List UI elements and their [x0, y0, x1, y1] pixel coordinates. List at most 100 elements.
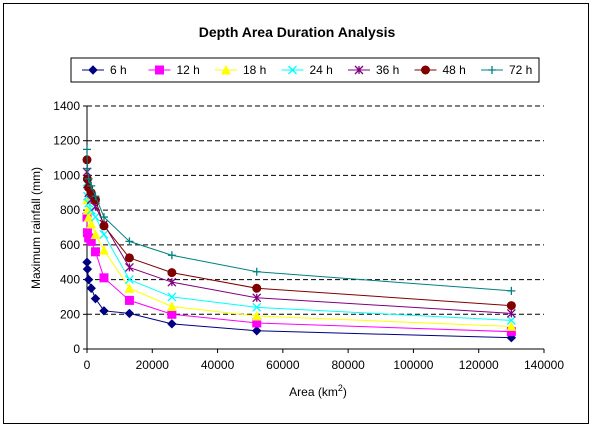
series-72h — [83, 145, 516, 295]
data-point — [99, 306, 109, 316]
data-point — [251, 310, 262, 321]
legend-marker — [88, 65, 98, 75]
x-axis-label-sup: 2 — [338, 383, 343, 393]
x-tick-label: 20000 — [136, 358, 170, 372]
data-point — [124, 308, 135, 319]
series-line — [86, 149, 512, 292]
series-line — [86, 159, 512, 307]
data-point — [125, 237, 134, 246]
data-point — [167, 277, 177, 287]
legend-item: 72 h — [481, 63, 532, 77]
legend-item: 12 h — [148, 63, 200, 77]
data-point — [86, 283, 96, 293]
legend-label: 24 h — [310, 63, 333, 77]
data-point — [167, 268, 177, 278]
data-point — [124, 283, 135, 293]
data-point — [252, 302, 262, 312]
legend-label: 6 h — [110, 63, 127, 77]
data-point — [252, 293, 262, 303]
series-6h — [82, 257, 517, 343]
gridlines — [87, 105, 544, 315]
series-layer — [82, 145, 517, 343]
legend-box — [70, 57, 540, 83]
data-point — [167, 301, 177, 311]
data-point — [90, 247, 100, 257]
x-tick-label: 40000 — [201, 358, 235, 372]
data-point — [252, 267, 261, 276]
data-point — [99, 213, 108, 222]
y-tick-label: 800 — [60, 203, 80, 217]
legend-marker — [288, 65, 297, 75]
y-tick-label: 200 — [60, 307, 80, 321]
data-point — [124, 253, 134, 263]
x-tick-label: 100000 — [393, 358, 433, 372]
legend-item: 48 h — [414, 63, 466, 77]
series-18h — [82, 194, 517, 331]
data-point — [124, 275, 134, 285]
data-point — [506, 308, 516, 318]
data-point — [84, 174, 93, 183]
legend-label: 72 h — [509, 63, 532, 77]
legend-marker — [421, 65, 430, 75]
data-point — [506, 301, 516, 311]
legend-label: 36 h — [376, 63, 399, 77]
data-point — [86, 218, 97, 229]
chart-title: Depth Area Duration Analysis — [199, 24, 396, 40]
series-line — [86, 262, 512, 339]
series-line — [86, 171, 512, 314]
x-tick-label: 140000 — [524, 358, 564, 372]
data-point — [506, 315, 516, 325]
x-tick-label: 60000 — [266, 358, 300, 372]
axes — [83, 105, 545, 353]
legend-label: 48 h — [443, 63, 466, 77]
data-point — [83, 274, 94, 285]
series-36h — [82, 167, 516, 318]
data-point — [83, 145, 91, 154]
legend-item: 6 h — [82, 63, 127, 77]
x-axis-label-close: ) — [343, 385, 347, 399]
legend-label: 18 h — [243, 63, 266, 77]
y-tick-label: 400 — [60, 273, 80, 287]
legend-marker — [221, 64, 231, 75]
x-axis-label: Area (km2) — [289, 383, 347, 399]
data-point — [83, 211, 94, 222]
data-point — [124, 295, 134, 305]
y-tick-label: 0 — [73, 342, 80, 356]
data-point — [252, 326, 262, 336]
data-point — [99, 273, 109, 283]
y-tick-label: 600 — [60, 238, 80, 252]
data-point — [167, 251, 176, 260]
data-point — [86, 236, 96, 246]
legend-marker — [354, 65, 364, 75]
data-point — [91, 212, 100, 222]
x-tick-label: 80000 — [331, 358, 365, 372]
series-line — [86, 182, 512, 321]
legend-label: 12 h — [177, 63, 200, 77]
data-point — [90, 229, 101, 239]
y-tick-label: 1000 — [53, 168, 80, 182]
data-point — [99, 221, 109, 231]
data-point — [87, 181, 96, 190]
legend-item: 24 h — [281, 63, 333, 77]
data-point — [507, 286, 516, 295]
data-point — [252, 283, 262, 293]
data-point — [167, 319, 177, 329]
series-24h — [82, 177, 516, 325]
x-axis-label-main: Area (km — [289, 385, 338, 399]
legend-marker — [155, 65, 164, 75]
legend: 6 h 12 h 18 h 24 h 36 h 48 h 72 h — [82, 63, 532, 77]
data-point — [99, 244, 109, 255]
y-tick-label: 1200 — [53, 134, 80, 148]
y-tick-label: 1400 — [53, 99, 80, 113]
x-tick-label: 0 — [84, 358, 91, 372]
data-point — [82, 264, 93, 274]
tick-labels: 0 200 400 600 800 1000 1200 1400 0 20000 40000 6000… — [53, 99, 564, 372]
x-tick-label: 120000 — [459, 358, 499, 372]
data-point — [83, 164, 92, 173]
data-point — [99, 229, 109, 239]
y-axis-label: Maximum rainfall (mm) — [29, 167, 43, 289]
data-point — [124, 262, 134, 272]
legend-marker — [488, 66, 496, 74]
data-point — [90, 293, 101, 304]
